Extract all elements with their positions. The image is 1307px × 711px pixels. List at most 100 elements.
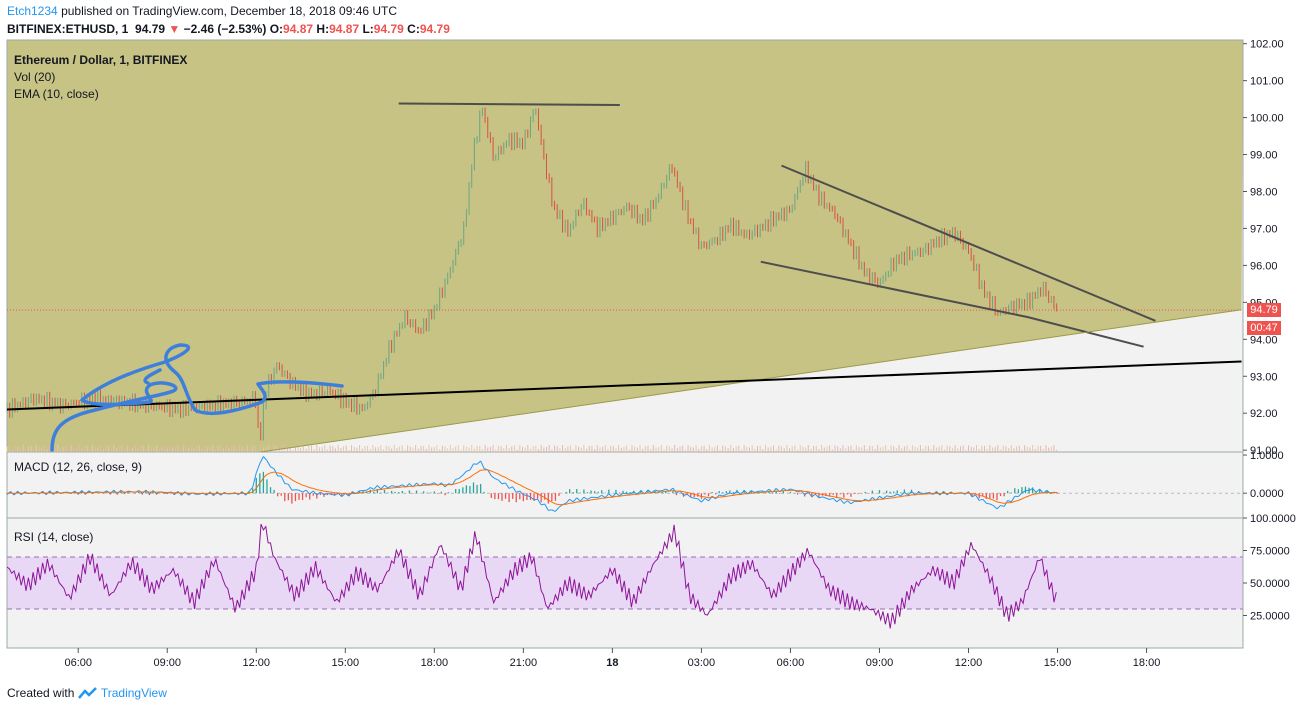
signal-line-segment bbox=[573, 501, 577, 504]
macd-line-segment bbox=[904, 491, 909, 496]
signal-line-segment bbox=[801, 490, 805, 492]
macd-line-segment bbox=[722, 493, 727, 497]
macd-line-segment bbox=[537, 498, 542, 506]
macd-line-segment bbox=[280, 475, 286, 484]
signal-line-segment bbox=[498, 473, 503, 477]
signal-line-segment bbox=[455, 482, 460, 485]
macd-line-segment bbox=[508, 486, 513, 489]
resistance-trendline[interactable] bbox=[398, 102, 620, 107]
macd-line-segment bbox=[971, 494, 976, 498]
marker-doodle[interactable] bbox=[50, 343, 344, 452]
tradingview-logo-icon[interactable] bbox=[77, 686, 101, 700]
chart-panes bbox=[6, 39, 1244, 649]
signal-line-segment bbox=[451, 483, 456, 486]
time-tick-label: 18:00 bbox=[421, 657, 449, 669]
price-tick-label: 101.00 bbox=[1250, 76, 1284, 88]
signal-line-segment bbox=[565, 502, 570, 505]
signal-line-segment bbox=[491, 470, 496, 474]
close-label: C: bbox=[407, 22, 420, 36]
rsi-tick-label: 25.0000 bbox=[1250, 611, 1290, 623]
signal-line-segment bbox=[1028, 493, 1033, 497]
macd-line-segment bbox=[811, 493, 816, 498]
macd-line-segment bbox=[569, 498, 574, 503]
signal-line-segment bbox=[476, 469, 481, 473]
macd-line-segment bbox=[423, 482, 428, 485]
signal-line-segment bbox=[473, 472, 478, 476]
signal-line-segment bbox=[619, 495, 624, 497]
time-tick-label: 15:00 bbox=[1044, 657, 1072, 669]
wedge-lower-trendline[interactable] bbox=[760, 260, 1144, 348]
high-label: H: bbox=[316, 22, 330, 36]
macd-line-segment bbox=[369, 487, 375, 490]
signal-line-segment bbox=[469, 474, 474, 478]
macd-line-segment bbox=[815, 493, 820, 499]
current-price-tag: 94.79 bbox=[1247, 303, 1281, 317]
macd-line-segment bbox=[622, 492, 627, 495]
macd-line-segment bbox=[259, 456, 264, 464]
high-value: 94.87 bbox=[329, 22, 360, 36]
signal-line-segment bbox=[459, 480, 464, 484]
ema-indicator-label[interactable]: EMA (10, close) bbox=[14, 87, 99, 101]
marker-doodle-small[interactable] bbox=[143, 368, 162, 385]
macd-line-segment bbox=[822, 496, 827, 499]
macd-line-segment bbox=[455, 477, 460, 480]
tradingview-brand[interactable]: TradingView bbox=[100, 686, 167, 700]
macd-line-segment bbox=[836, 498, 841, 503]
signal-line-segment bbox=[551, 501, 556, 505]
macd-line-segment bbox=[1010, 496, 1016, 503]
signal-line-segment bbox=[900, 495, 905, 498]
macd-line-segment bbox=[558, 504, 563, 508]
macd-line-segment bbox=[298, 489, 303, 493]
macd-line-segment bbox=[430, 482, 435, 485]
macd-line-segment bbox=[248, 486, 254, 492]
price-tick-label: 102.00 bbox=[1250, 39, 1284, 51]
macd-line-segment bbox=[284, 483, 289, 485]
macd-line-segment bbox=[516, 490, 520, 493]
signal-line-segment bbox=[868, 499, 873, 502]
macd-line-segment bbox=[1017, 492, 1023, 497]
publisher-name[interactable]: Etch1234 bbox=[7, 4, 58, 18]
open-label: O: bbox=[269, 22, 284, 36]
signal-line-segment bbox=[612, 495, 617, 498]
macd-line-segment bbox=[384, 484, 389, 489]
rsi-pane-title[interactable]: RSI (14, close) bbox=[14, 530, 94, 544]
macd-line-segment bbox=[879, 495, 884, 500]
publish-info: Etch1234 published on TradingView.com, D… bbox=[7, 4, 397, 18]
symbol-name: BITFINEX:ETHUSD, 1 bbox=[7, 22, 129, 36]
signal-line-segment bbox=[466, 476, 471, 480]
macd-line-segment bbox=[387, 485, 392, 489]
macd-line-segment bbox=[587, 496, 592, 500]
signal-line-segment bbox=[398, 486, 403, 488]
price-tick-label: 100.00 bbox=[1250, 113, 1284, 125]
long-support-trendline[interactable] bbox=[6, 360, 1242, 411]
signal-line-segment bbox=[715, 496, 720, 499]
macd-pane-title[interactable]: MACD (12, 26, close, 9) bbox=[14, 460, 143, 474]
signal-line-segment bbox=[687, 491, 691, 494]
macd-line-segment bbox=[565, 498, 571, 504]
wedge-upper-trendline[interactable] bbox=[781, 164, 1156, 322]
signal-line-segment bbox=[779, 490, 784, 492]
price-tick-label: 91.00 bbox=[1250, 445, 1278, 457]
signal-line-segment bbox=[605, 496, 609, 499]
signal-line-segment bbox=[555, 503, 560, 506]
signal-line-segment bbox=[501, 475, 506, 478]
signal-line-segment bbox=[309, 487, 314, 489]
macd-line-segment bbox=[1000, 504, 1005, 507]
signal-line-segment bbox=[722, 495, 727, 498]
price-change: −2.46 (−2.53%) bbox=[183, 22, 267, 36]
signal-line-segment bbox=[598, 497, 602, 500]
chart-marks bbox=[6, 102, 1243, 629]
signal-line-segment bbox=[747, 492, 752, 495]
open-value: 94.87 bbox=[283, 22, 314, 36]
macd-line-segment bbox=[476, 460, 481, 465]
volume-indicator-label[interactable]: Vol (20) bbox=[14, 70, 56, 84]
signal-line-segment bbox=[462, 478, 467, 482]
signal-line-segment bbox=[516, 482, 520, 486]
macd-tick-label: 0.0000 bbox=[1250, 488, 1284, 500]
macd-line-segment bbox=[754, 490, 759, 493]
macd-line-segment bbox=[604, 493, 610, 498]
time-tick-label: 12:00 bbox=[955, 657, 983, 669]
macd-line-segment bbox=[601, 494, 606, 499]
macd-line-segment bbox=[608, 493, 613, 498]
